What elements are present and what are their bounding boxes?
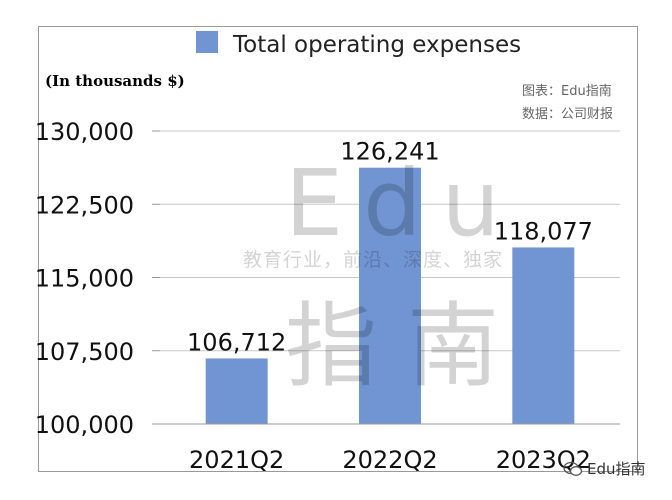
legend-label: Total operating expenses — [232, 32, 521, 58]
y-tick-label: 122,500 — [35, 191, 134, 219]
source-note-data: 数据：公司财报 — [522, 107, 614, 122]
bar — [205, 358, 268, 424]
y-tick-label: 100,000 — [35, 411, 134, 439]
watermark-latin: Edu — [285, 150, 520, 257]
x-tick-label: 2021Q2 — [189, 446, 284, 474]
y-tick-label: 107,500 — [35, 338, 134, 366]
watermark-tagline: 教育行业，前沿、深度、独家 — [243, 249, 504, 271]
watermark-cjk: 指南 — [285, 293, 530, 400]
chart-frame — [38, 26, 638, 472]
legend-swatch — [196, 31, 218, 53]
y-tick-label: 130,000 — [35, 118, 134, 146]
source-note: 图表：Edu指南 数据：公司财报 — [522, 80, 613, 126]
account-badge: Edu指南 — [563, 458, 646, 479]
source-note-chart: 图表：Edu指南 — [522, 84, 612, 99]
bar — [512, 247, 575, 424]
badge-text: Edu指南 — [587, 460, 646, 478]
wechat-icon — [563, 461, 583, 477]
unit-label: (In thousands $) — [45, 72, 185, 90]
x-tick-label: 2022Q2 — [342, 446, 437, 474]
data-label: 118,077 — [494, 217, 593, 245]
data-label: 126,241 — [340, 138, 439, 166]
data-label: 106,712 — [187, 328, 286, 356]
bar — [359, 167, 421, 425]
y-tick-label: 115,000 — [35, 265, 134, 293]
